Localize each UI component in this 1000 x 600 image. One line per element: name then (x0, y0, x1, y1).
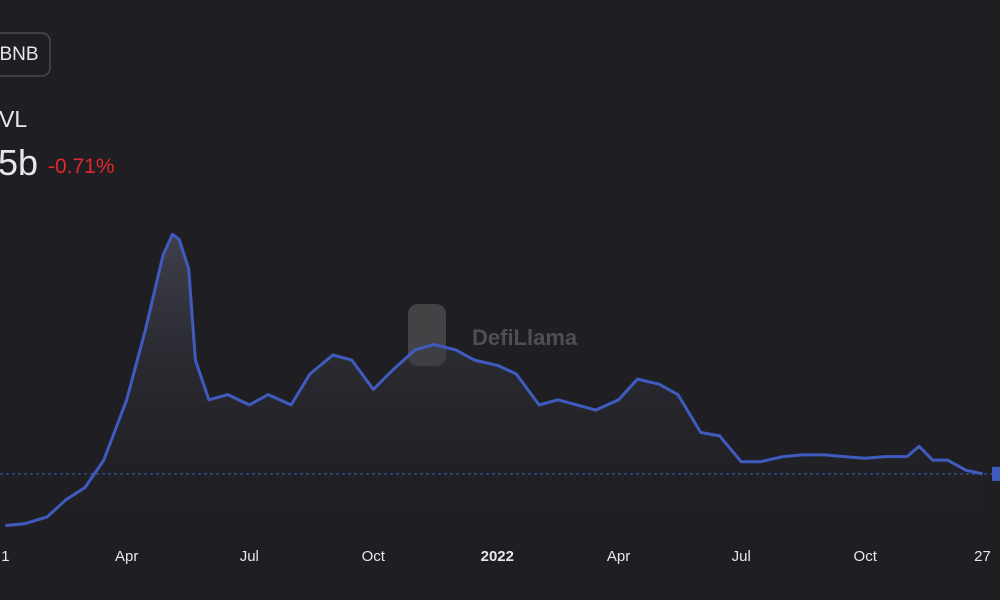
metric-label: VL (0, 106, 27, 132)
x-tick-label: 27 (974, 548, 991, 565)
current-value-marker (992, 466, 1000, 481)
x-tick-label: 2022 (481, 548, 514, 565)
x-tick-label: Jul (732, 548, 751, 565)
watermark-text: DefiLlama (472, 325, 578, 350)
metric-value: 5b (0, 142, 38, 183)
line (5, 232, 983, 527)
x-tick-label: Apr (115, 548, 138, 565)
x-tick-label: Apr (607, 548, 630, 565)
x-tick-label: Oct (362, 548, 386, 565)
chain-button[interactable] (0, 32, 51, 77)
x-tick-label: Jul (240, 548, 259, 565)
x-tick-label: 1 (1, 548, 9, 565)
change: -0.71% (48, 155, 115, 178)
chain-button-label[interactable]: BNB (0, 44, 39, 65)
area (5, 234, 983, 541)
x-tick-label: Oct (854, 548, 878, 565)
